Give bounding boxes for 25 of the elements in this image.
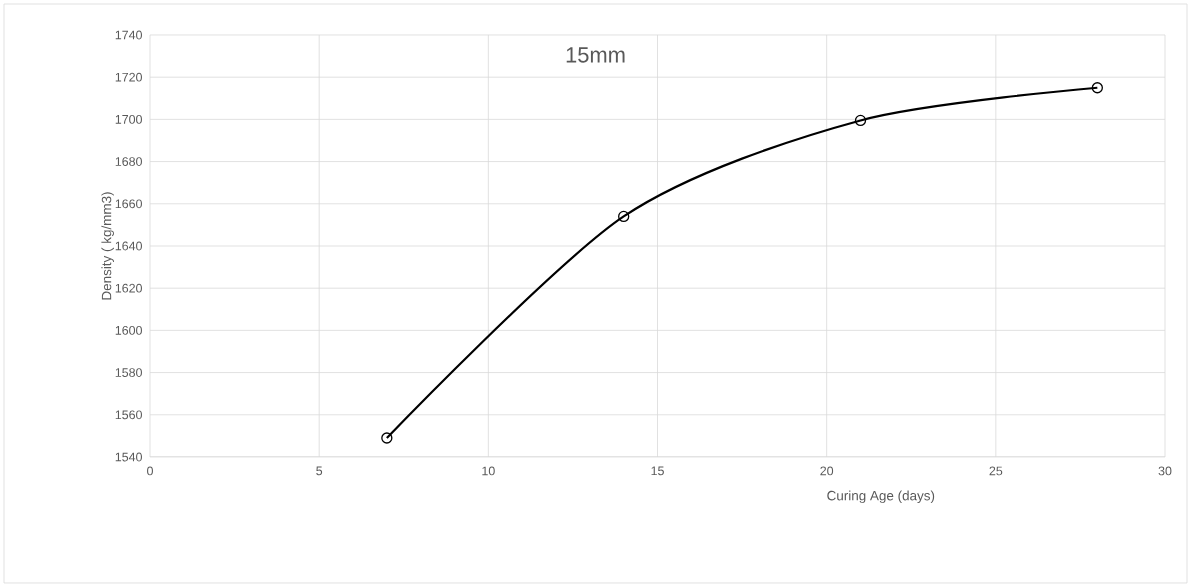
x-tick-label: 20 [820,466,834,476]
y-tick-label: 1720 [115,72,142,82]
y-tick-label: 1540 [115,452,142,462]
point [854,114,867,127]
y-axis-title: Density ( kg/mm3) [101,192,114,300]
y-tick-label: 1660 [115,199,142,209]
x-tick-label: 15 [651,466,664,476]
y-tick-label: 1600 [115,325,142,335]
x-tick-label: 5 [316,466,323,476]
x-tick-label: 30 [1158,466,1172,476]
y-tick-label: 1700 [115,114,142,124]
y-tick-label: 1560 [115,410,142,420]
point [381,432,393,444]
y-tick-label: 1620 [115,283,142,293]
chart-title: 15mm [566,47,625,63]
point [618,210,630,223]
x-axis-title: Curing Age (days) [827,490,935,504]
x-tick-label: 25 [989,466,1003,476]
y-tick-label: 1580 [115,368,142,377]
y-tick-label: 1740 [115,30,142,40]
point [1091,82,1103,94]
y-tick-label: 1680 [115,157,142,166]
y-tick-label: 1640 [115,241,142,251]
x-tick-label: 10 [482,466,495,476]
x-tick-label: 0 [147,466,153,476]
